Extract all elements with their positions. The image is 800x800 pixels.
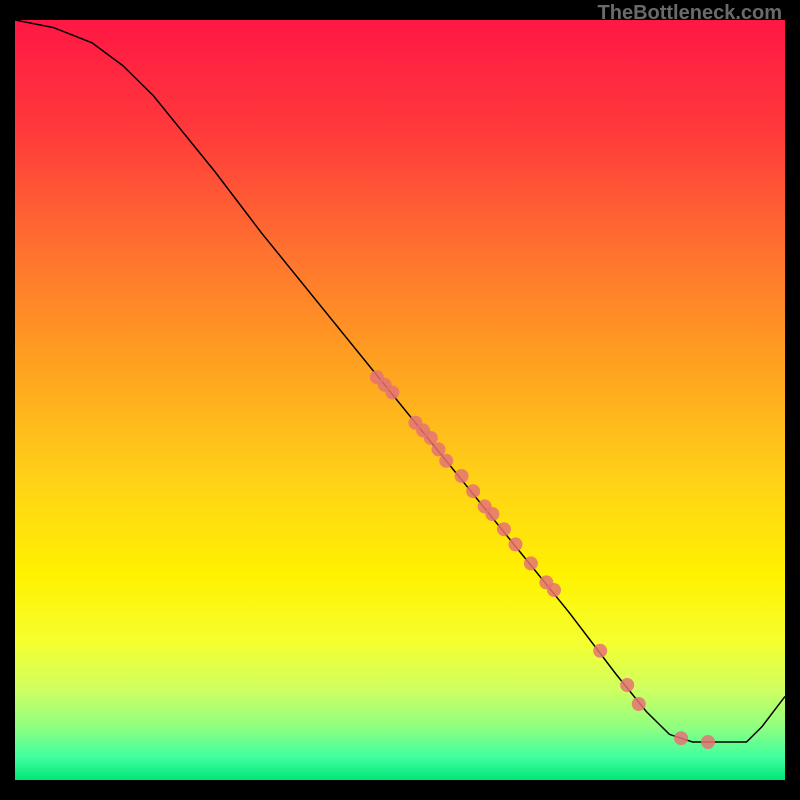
chart-svg xyxy=(15,20,785,780)
data-point xyxy=(497,522,511,536)
data-point xyxy=(701,735,715,749)
data-point xyxy=(674,731,688,745)
data-point xyxy=(424,431,438,445)
data-point xyxy=(466,484,480,498)
watermark-label: TheBottleneck.com xyxy=(598,2,782,25)
data-point xyxy=(620,678,634,692)
data-point xyxy=(632,697,646,711)
data-point xyxy=(485,507,499,521)
data-point xyxy=(547,583,561,597)
gradient-background xyxy=(15,20,785,780)
data-point xyxy=(455,469,469,483)
data-point xyxy=(439,454,453,468)
data-point xyxy=(385,385,399,399)
data-point xyxy=(593,644,607,658)
data-point xyxy=(509,537,523,551)
data-point xyxy=(432,442,446,456)
chart-area xyxy=(15,20,785,780)
data-point xyxy=(524,556,538,570)
